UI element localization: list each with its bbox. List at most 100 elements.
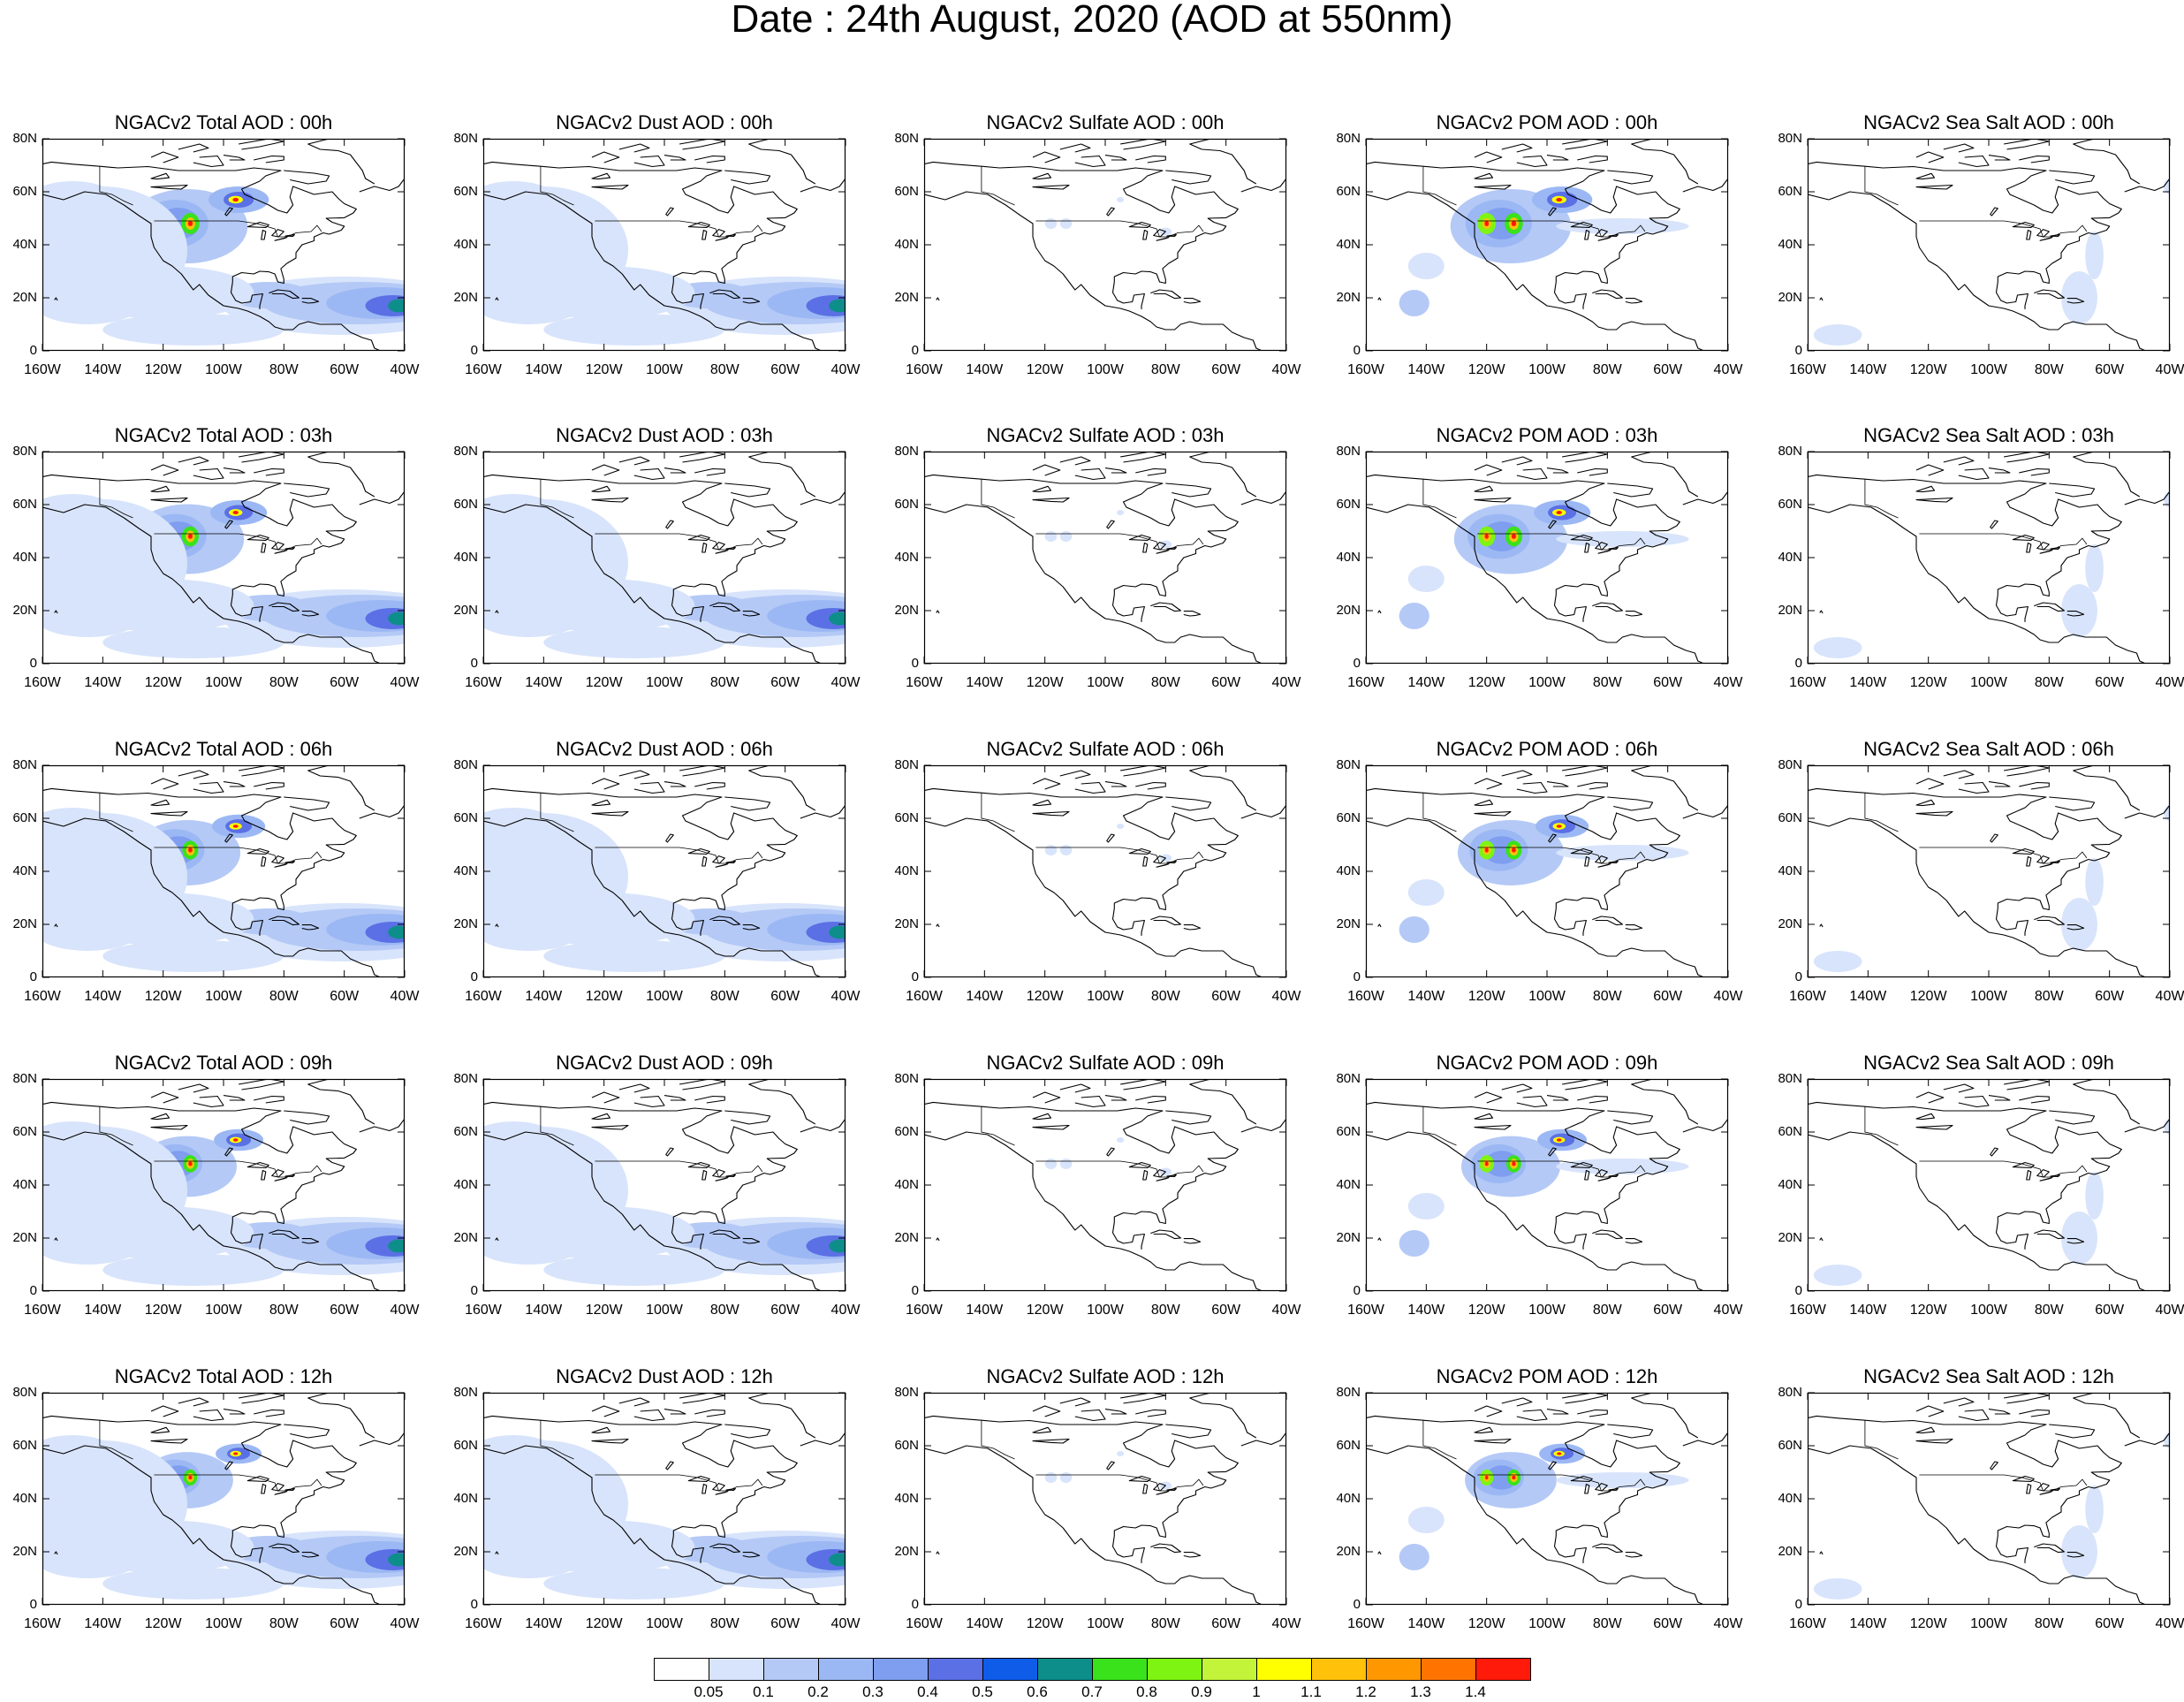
coastline bbox=[924, 161, 1239, 285]
y-tick-label: 60N bbox=[894, 1438, 919, 1453]
y-tick-label: 80N bbox=[453, 1071, 478, 1086]
lake-outline bbox=[1915, 1124, 1953, 1130]
panel-title: NGACv2 Dust AOD : 12h bbox=[556, 1365, 773, 1387]
coastline bbox=[1915, 778, 1945, 790]
country-border bbox=[154, 220, 322, 238]
aod-blob bbox=[2164, 1432, 2170, 1448]
x-tick-label: 60W bbox=[2095, 1303, 2125, 1318]
coastline bbox=[671, 1221, 704, 1250]
country-border bbox=[1919, 533, 2088, 551]
x-tick-label: 140W bbox=[1407, 989, 1445, 1004]
coastline bbox=[2073, 139, 2170, 193]
lake-outline bbox=[224, 520, 233, 529]
coastline bbox=[2073, 1079, 2170, 1133]
coastline bbox=[1553, 1221, 1587, 1250]
map-panel-total-1: NGACv2 Total AOD : 03h 80N 60N 40N 20N 0 160W 1… bbox=[0, 399, 442, 708]
panel-title: NGACv2 Total AOD : 09h bbox=[114, 1052, 333, 1074]
coastline bbox=[54, 1551, 58, 1555]
y-tick-label: 80N bbox=[453, 444, 478, 459]
coastline bbox=[1577, 467, 1608, 476]
country-border bbox=[1422, 166, 1457, 206]
coastline bbox=[1577, 1409, 1608, 1417]
x-tick-label: 100W bbox=[205, 1616, 242, 1631]
coastline bbox=[1074, 155, 1106, 168]
y-tick-label: 40N bbox=[453, 863, 478, 878]
coastline bbox=[2019, 1409, 2050, 1417]
map-plot bbox=[923, 1392, 1287, 1606]
y-tick-label: 60N bbox=[1336, 810, 1361, 825]
colorbar-box bbox=[1311, 1658, 1367, 1681]
coastline bbox=[1915, 151, 1945, 163]
x-tick-label: 140W bbox=[1849, 989, 1887, 1004]
y-tick-label: 20N bbox=[12, 603, 37, 618]
y-tick-label: 40N bbox=[1778, 1177, 1802, 1192]
x-tick-label: 120W bbox=[585, 675, 623, 690]
coastline bbox=[694, 1409, 725, 1417]
aod-blob bbox=[2164, 179, 2170, 194]
coastline bbox=[1474, 778, 1503, 790]
map-panel-dust-4: NGACv2 Dust AOD : 12h 80N 60N 40N 20N 0 160W 14… bbox=[441, 1340, 883, 1649]
coastline bbox=[254, 1409, 284, 1417]
x-tick-label: 40W bbox=[830, 675, 861, 690]
coastline bbox=[193, 467, 224, 481]
lake-outline bbox=[274, 237, 288, 241]
aod-blob bbox=[42, 181, 133, 255]
lake-outline bbox=[261, 1169, 267, 1181]
y-tick-label: 80N bbox=[894, 1385, 919, 1400]
x-tick-label: 40W bbox=[1713, 362, 1743, 377]
panel-title: NGACv2 Sea Salt AOD : 12h bbox=[1863, 1365, 2114, 1387]
coastline bbox=[924, 787, 1239, 911]
lake-outline bbox=[1990, 833, 1998, 843]
lake-outline bbox=[2039, 550, 2053, 554]
coastline bbox=[301, 1552, 320, 1558]
coastline bbox=[1607, 1424, 1654, 1439]
lake-outline bbox=[1032, 1438, 1070, 1444]
coastline bbox=[1135, 467, 1166, 476]
aod-blob bbox=[42, 494, 133, 568]
map-plot bbox=[482, 764, 846, 978]
x-tick-label: 80W bbox=[709, 675, 739, 690]
x-tick-label: 160W bbox=[24, 1616, 61, 1631]
coastline bbox=[1625, 1238, 1643, 1244]
lake-outline bbox=[261, 229, 267, 240]
coastline bbox=[284, 170, 330, 185]
x-tick-label: 60W bbox=[330, 1303, 360, 1318]
x-tick-label: 80W bbox=[269, 675, 299, 690]
aod-blob bbox=[1399, 1544, 1429, 1570]
y-tick-label: 80N bbox=[1336, 757, 1361, 772]
coastline bbox=[1474, 1091, 1503, 1104]
coastline bbox=[664, 781, 686, 787]
lake-outline bbox=[1106, 833, 1115, 843]
lake-outline bbox=[1142, 855, 1149, 867]
colorbar-label: 1.3 bbox=[1410, 1683, 1431, 1700]
coastline bbox=[1592, 916, 1623, 926]
coastline bbox=[495, 610, 499, 614]
coastline bbox=[42, 1445, 381, 1605]
aod-blob bbox=[188, 1161, 193, 1166]
coastline bbox=[1988, 155, 2011, 161]
coastline bbox=[1366, 817, 1704, 977]
country-border bbox=[540, 793, 574, 832]
aod-blob bbox=[1556, 531, 1689, 547]
coastline bbox=[42, 817, 381, 977]
aod-blob bbox=[2061, 1525, 2097, 1578]
coastline bbox=[483, 787, 798, 911]
coastline bbox=[1808, 191, 2146, 351]
y-tick-label: 40N bbox=[894, 1177, 919, 1192]
coastline bbox=[193, 1095, 224, 1108]
country-border bbox=[1919, 847, 2088, 864]
x-tick-label: 40W bbox=[830, 1616, 861, 1631]
y-tick-label: 0 bbox=[470, 969, 478, 984]
coastline bbox=[1553, 281, 1587, 309]
x-tick-label: 40W bbox=[2155, 1616, 2184, 1631]
lake-outline bbox=[1474, 172, 1494, 180]
x-tick-label: 40W bbox=[830, 1303, 861, 1318]
coastline bbox=[1995, 908, 2029, 936]
coastline bbox=[1032, 1091, 1061, 1104]
aod-blob bbox=[483, 494, 574, 568]
aod-blob bbox=[483, 908, 583, 951]
coastline bbox=[284, 1424, 330, 1439]
y-tick-label: 0 bbox=[470, 656, 478, 671]
y-tick-label: 0 bbox=[1353, 1283, 1361, 1298]
colorbar-label: 0.6 bbox=[1027, 1683, 1048, 1700]
